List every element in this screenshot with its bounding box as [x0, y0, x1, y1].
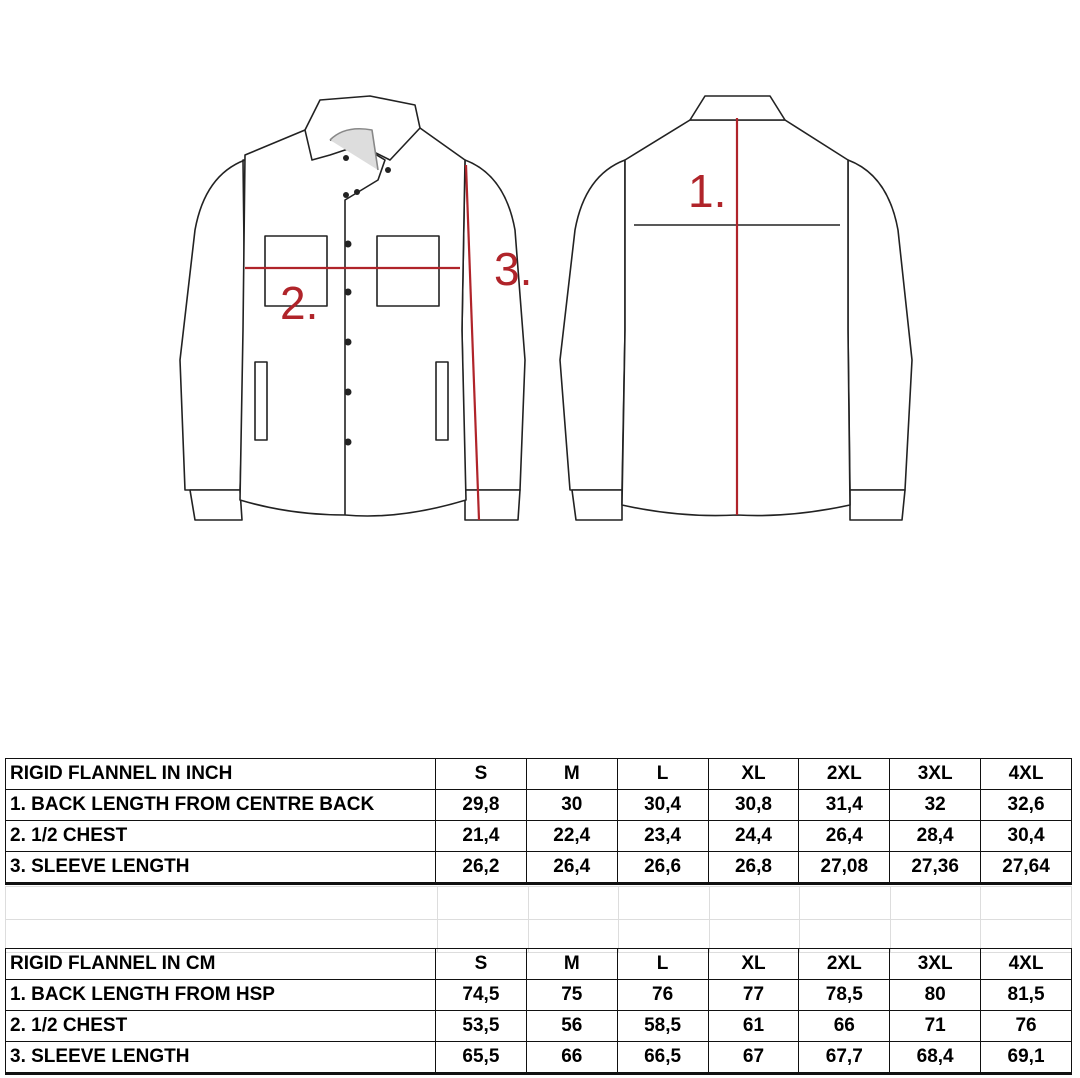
size-header: S	[435, 758, 527, 790]
measurement-value: 61	[707, 1010, 800, 1042]
measurement-value: 68,4	[889, 1041, 982, 1075]
table-row: 1. BACK LENGTH FROM CENTRE BACK 29,8 30 30,…	[5, 789, 1072, 821]
table-row: 2. 1/2 CHEST 21,4 22,4 23,4 24,4 26,4 28,4 30,4	[5, 820, 1072, 852]
label-back-length: 1.	[688, 165, 727, 217]
measurement-value: 75	[525, 979, 618, 1011]
measurement-value: 27,36	[889, 851, 982, 885]
measurement-value: 69,1	[980, 1041, 1072, 1075]
table-row: 1. BACK LENGTH FROM HSP 74,5 75 76 77 78,5 80 8…	[5, 979, 1072, 1011]
cm-size-table: RIGID FLANNEL IN CM S M L XL 2XL 3XL 4XL 1. BACK…	[5, 948, 1072, 1075]
size-header: 2XL	[798, 948, 891, 980]
measurement-label: 2. 1/2 CHEST	[5, 1010, 436, 1042]
measurement-value: 80	[889, 979, 982, 1011]
table-header-row: RIGID FLANNEL IN CM S M L XL 2XL 3XL 4XL	[5, 948, 1072, 980]
label-half-chest: 2.	[280, 277, 319, 329]
size-header: 3XL	[889, 758, 982, 790]
size-header: L	[616, 948, 709, 980]
measurement-value: 56	[525, 1010, 618, 1042]
size-header: 2XL	[798, 758, 891, 790]
inch-size-table: RIGID FLANNEL IN INCH S M L XL 2XL 3XL 4XL 1. BA…	[5, 758, 1072, 885]
shirt-front-drawing	[179, 95, 526, 521]
measurement-value: 66,5	[616, 1041, 709, 1075]
measurement-value: 71	[889, 1010, 982, 1042]
measurement-value: 30	[525, 789, 618, 821]
size-header: 3XL	[889, 948, 982, 980]
measurement-label: 2. 1/2 CHEST	[5, 820, 436, 852]
measurement-value: 28,4	[889, 820, 982, 852]
measurement-label: 1. BACK LENGTH FROM CENTRE BACK	[5, 789, 436, 821]
measurement-value: 27,08	[798, 851, 891, 885]
label-sleeve: 3.	[494, 243, 533, 295]
size-header: M	[525, 948, 618, 980]
measurement-value: 30,8	[707, 789, 800, 821]
measurement-value: 58,5	[616, 1010, 709, 1042]
measurement-value: 76	[616, 979, 709, 1011]
measurement-value: 29,8	[435, 789, 527, 821]
measurement-value: 76	[980, 1010, 1072, 1042]
measurement-value: 74,5	[435, 979, 527, 1011]
size-header: L	[616, 758, 709, 790]
measurement-value: 78,5	[798, 979, 891, 1011]
measurement-value: 26,2	[435, 851, 527, 885]
measurement-value: 26,6	[616, 851, 709, 885]
measurement-value: 66	[525, 1041, 618, 1075]
table-row: 2. 1/2 CHEST 53,5 56 58,5 61 66 71 76	[5, 1010, 1072, 1042]
measurement-value: 65,5	[435, 1041, 527, 1075]
measurement-label: 1. BACK LENGTH FROM HSP	[5, 979, 436, 1011]
measurement-label: 3. SLEEVE LENGTH	[5, 851, 436, 885]
measurement-value: 32,6	[980, 789, 1072, 821]
measurement-value: 26,4	[798, 820, 891, 852]
measurement-value: 23,4	[616, 820, 709, 852]
measurement-lines	[245, 118, 739, 521]
shirt-diagram	[179, 95, 913, 521]
measurement-value: 24,4	[707, 820, 800, 852]
table-row: 3. SLEEVE LENGTH 26,2 26,4 26,6 26,8 27,08 27,…	[5, 851, 1072, 885]
measurement-value: 31,4	[798, 789, 891, 821]
measurement-value: 22,4	[525, 820, 618, 852]
measurement-value: 66	[798, 1010, 891, 1042]
table-title: RIGID FLANNEL IN CM	[5, 948, 436, 980]
size-header: XL	[707, 948, 800, 980]
measurement-value: 21,4	[435, 820, 527, 852]
measurement-value: 81,5	[980, 979, 1072, 1011]
measurement-value: 30,4	[616, 789, 709, 821]
sleeve-length-line	[464, 164, 481, 521]
size-header: XL	[707, 758, 800, 790]
measurement-value: 26,8	[707, 851, 800, 885]
measurement-value: 27,64	[980, 851, 1072, 885]
shirt-back-drawing	[559, 95, 913, 521]
table-row: 3. SLEEVE LENGTH 65,5 66 66,5 67 67,7 68,4 69,1	[5, 1041, 1072, 1075]
table-header-row: RIGID FLANNEL IN INCH S M L XL 2XL 3XL 4XL	[5, 758, 1072, 790]
size-header: 4XL	[980, 948, 1072, 980]
size-header: 4XL	[980, 758, 1072, 790]
measurement-value: 32	[889, 789, 982, 821]
spacer-rows	[5, 886, 1072, 953]
measurement-value: 26,4	[525, 851, 618, 885]
measurement-label: 3. SLEEVE LENGTH	[5, 1041, 436, 1075]
measurement-value: 77	[707, 979, 800, 1011]
measurement-value: 53,5	[435, 1010, 527, 1042]
size-header: S	[435, 948, 527, 980]
measurement-value: 67,7	[798, 1041, 891, 1075]
size-header: M	[525, 758, 618, 790]
measurement-value: 30,4	[980, 820, 1072, 852]
measurement-value: 67	[707, 1041, 800, 1075]
table-title: RIGID FLANNEL IN INCH	[5, 758, 436, 790]
